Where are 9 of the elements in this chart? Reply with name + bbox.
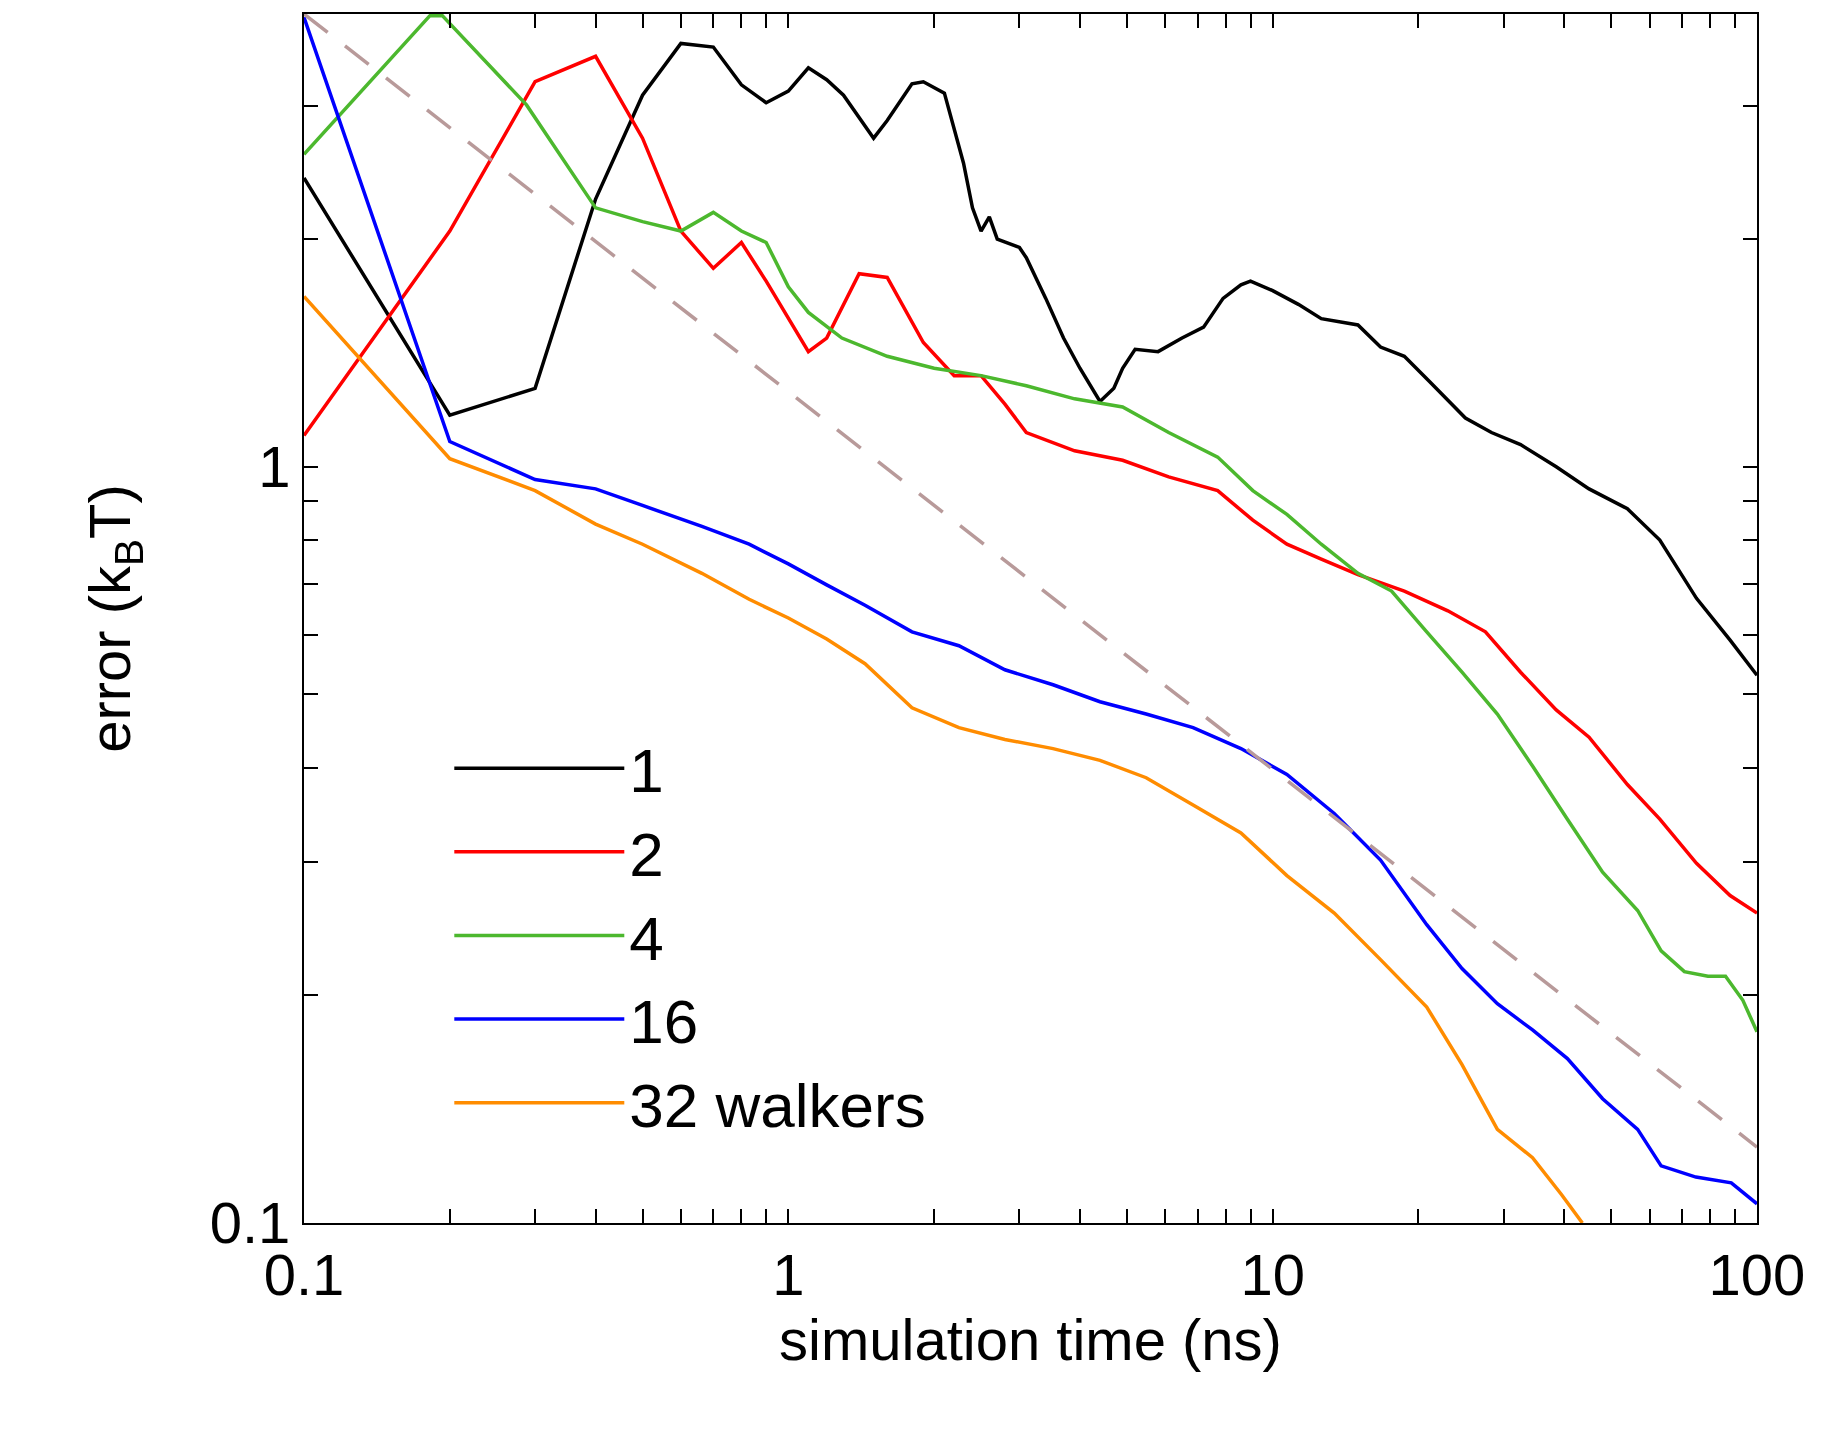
legend-label: 4 bbox=[629, 903, 664, 973]
legend-label: 16 bbox=[629, 987, 699, 1057]
x-axis-title: simulation time (ns) bbox=[779, 1306, 1282, 1372]
x-tick-label: 100 bbox=[1708, 1241, 1806, 1307]
legend-label: 1 bbox=[629, 736, 664, 806]
legend-label: 2 bbox=[629, 820, 664, 890]
legend-label: 32 walkers bbox=[629, 1070, 926, 1140]
x-tick-label: 10 bbox=[1240, 1241, 1305, 1307]
x-tick-label: 1 bbox=[772, 1241, 805, 1307]
